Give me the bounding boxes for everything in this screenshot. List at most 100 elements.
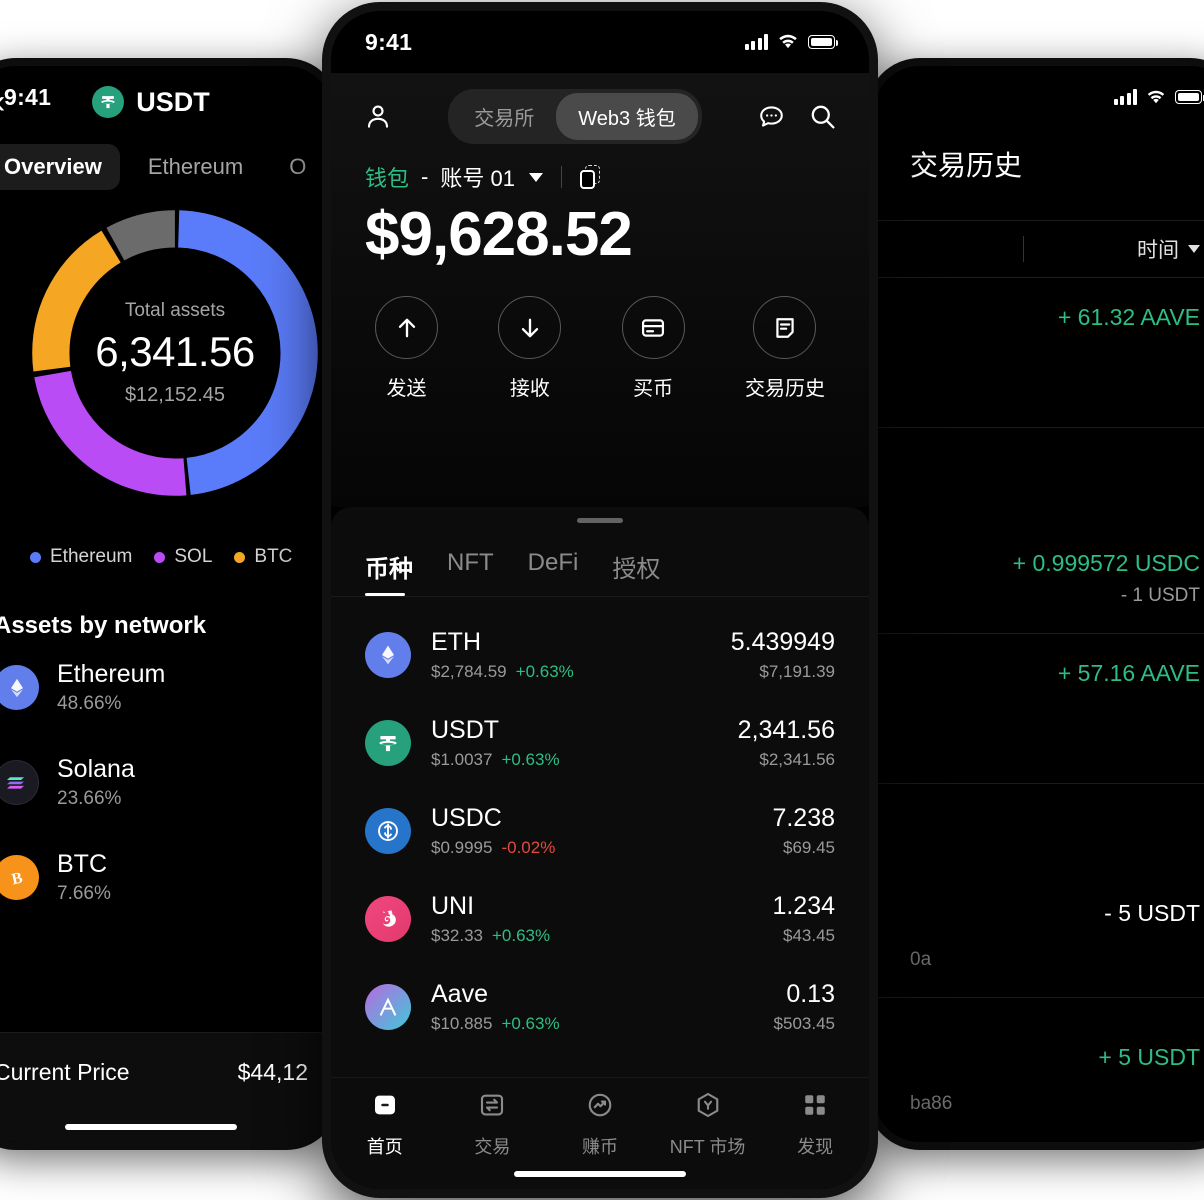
token-row[interactable]: ETH $2,784.59 +0.63% 5.439949 $7,191.39 [331, 611, 869, 699]
token-value: $7,191.39 [759, 662, 835, 681]
earn-icon [585, 1090, 615, 1125]
status-time: 9:41 [4, 83, 52, 110]
network-name: BTC [57, 850, 107, 878]
nav-earn[interactable]: 赚币 [550, 1090, 650, 1159]
token-value: $2,341.56 [759, 750, 835, 769]
home-indicator [65, 1124, 237, 1130]
network-row-solana[interactable]: Solana 23.66% [0, 735, 332, 830]
action-history[interactable]: 交易历史 [745, 296, 825, 401]
history-amount: + 0.999572 USDC [1012, 550, 1200, 576]
copy-icon[interactable] [579, 165, 600, 189]
history-row[interactable]: + 57.16 AAVE [874, 634, 1204, 784]
history-amount: + 57.16 AAVE [1057, 660, 1200, 686]
token-row[interactable]: USDT $1.0037 +0.63% 2,341.56 $2,341.56 [331, 699, 869, 787]
legend-dot-icon [30, 551, 41, 563]
history-sub: - 1 USDT [1120, 585, 1200, 606]
token-amount: 0.13 [786, 980, 835, 1008]
action-label: 交易历史 [744, 378, 825, 400]
token-symbol: Aave [431, 980, 488, 1008]
nav-trade[interactable]: 交易 [442, 1090, 542, 1159]
legend-dot-icon [234, 551, 246, 563]
action-receive[interactable]: 接收 [498, 296, 562, 401]
bottom-nav-bar: 首页 交易 [331, 1077, 869, 1189]
tab-overview[interactable]: Overview [0, 144, 120, 190]
wallet-actions: 发送 接收 买币 [331, 270, 869, 401]
grid-icon [800, 1090, 830, 1125]
aave-logo [365, 984, 411, 1030]
token-amount: 1.234 [772, 892, 835, 920]
chevron-down-icon[interactable] [528, 172, 543, 182]
tab-coins[interactable]: 币种 [365, 549, 413, 596]
tab-other[interactable]: O [289, 154, 307, 179]
tab-divider [331, 596, 869, 597]
history-row[interactable]: - 5 USDT 0a [874, 784, 1204, 998]
signal-icon [744, 34, 768, 50]
token-symbol: USDC [431, 804, 502, 832]
history-amount: + 61.32 AAVE [1057, 304, 1200, 330]
solana-logo [0, 760, 39, 805]
history-row[interactable]: + 5 USDT ba86 [874, 998, 1204, 1142]
nav-nft-market[interactable]: NFT 市场 [658, 1090, 758, 1159]
token-price: $0.9995 [431, 838, 493, 857]
filter-time[interactable]: 时间 [1137, 234, 1200, 264]
tab-ethereum[interactable]: Ethereum [147, 154, 244, 179]
network-row-ethereum[interactable]: Ethereum 48.66% [0, 640, 332, 735]
left-token-name: USDT [136, 86, 210, 117]
uniswap-logo [365, 896, 411, 942]
bitcoin-logo: B [0, 855, 39, 900]
donut-center-text: Total assets 6,341.56 $12,152.45 [26, 204, 324, 502]
action-label: 买币 [633, 378, 674, 400]
nav-label: 赚币 [581, 1137, 618, 1157]
history-hash: 0a [910, 949, 932, 970]
history-hash: ba86 [910, 1093, 953, 1114]
right-phone-screen: 9:41 交易历史 时间 [874, 66, 1204, 1142]
current-price-label: Current Price [0, 1059, 130, 1085]
sheet-drag-handle[interactable] [577, 518, 623, 523]
legend-item-sol: SOL [154, 546, 212, 568]
center-phone-screen: 9:41 [331, 11, 869, 1189]
chat-bubble-icon[interactable] [757, 102, 786, 131]
history-row[interactable]: + 61.32 AAVE [874, 278, 1204, 428]
left-tab-bar: Overview Ethereum O [0, 138, 332, 190]
assets-donut-chart: Total assets 6,341.56 $12,152.45 [0, 204, 332, 524]
back-icon[interactable]: ‹ [0, 85, 5, 119]
token-value: $503.45 [773, 1014, 835, 1033]
nav-discover[interactable]: 发现 [765, 1090, 865, 1159]
token-list: ETH $2,784.59 +0.63% 5.439949 $7,191.39 [331, 611, 869, 1097]
nav-label: 发现 [797, 1137, 834, 1157]
nav-home[interactable]: 首页 [335, 1090, 435, 1159]
legend-label: Ethereum [50, 546, 133, 567]
sheet-tab-bar: 币种 NFT DeFi 授权 [331, 523, 869, 596]
action-label: 接收 [509, 378, 550, 400]
action-send[interactable]: 发送 [375, 296, 438, 401]
segment-web3-wallet[interactable]: Web3 钱包 [556, 92, 698, 140]
network-row-btc[interactable]: B BTC 7.66% [0, 830, 332, 925]
wallet-name: 钱包 [365, 166, 410, 191]
history-row[interactable]: + 0.999572 USDC - 1 USDT [874, 428, 1204, 634]
center-status-bar: 9:41 [331, 11, 869, 73]
token-row[interactable]: UNI $32.33 +0.63% 1.234 $43.45 [331, 875, 869, 963]
token-row[interactable]: USDC $0.9995 -0.02% 7.238 $69.45 [331, 787, 869, 875]
tab-nft[interactable]: NFT [447, 549, 494, 576]
document-icon [753, 296, 817, 359]
assets-sheet: 币种 NFT DeFi 授权 ETH $2,784.59 [331, 507, 869, 1189]
chevron-down-icon [1188, 245, 1200, 253]
search-icon[interactable] [808, 102, 837, 131]
segment-exchange[interactable]: 交易所 [474, 107, 535, 130]
tab-defi[interactable]: DeFi [527, 549, 579, 576]
left-phone-screen: 9:41 ‹ USDT Overview Ethereum O [0, 66, 332, 1142]
ethereum-logo [0, 665, 39, 710]
action-buy[interactable]: 买币 [621, 296, 685, 401]
person-icon[interactable] [363, 101, 393, 131]
battery-icon [808, 35, 838, 49]
token-amount: 5.439949 [730, 628, 835, 656]
left-header: ‹ USDT [0, 66, 332, 138]
wallet-account-row[interactable]: 钱包 - 账号 01 [331, 149, 869, 193]
swap-icon [477, 1090, 507, 1125]
wallet-dash: - [421, 164, 429, 189]
filter-divider [1023, 236, 1024, 262]
token-row[interactable]: Aave $10.885 +0.63% 0.13 $503.45 [331, 963, 869, 1051]
legend-label: SOL [174, 546, 213, 567]
tab-approvals[interactable]: 授权 [612, 556, 661, 583]
